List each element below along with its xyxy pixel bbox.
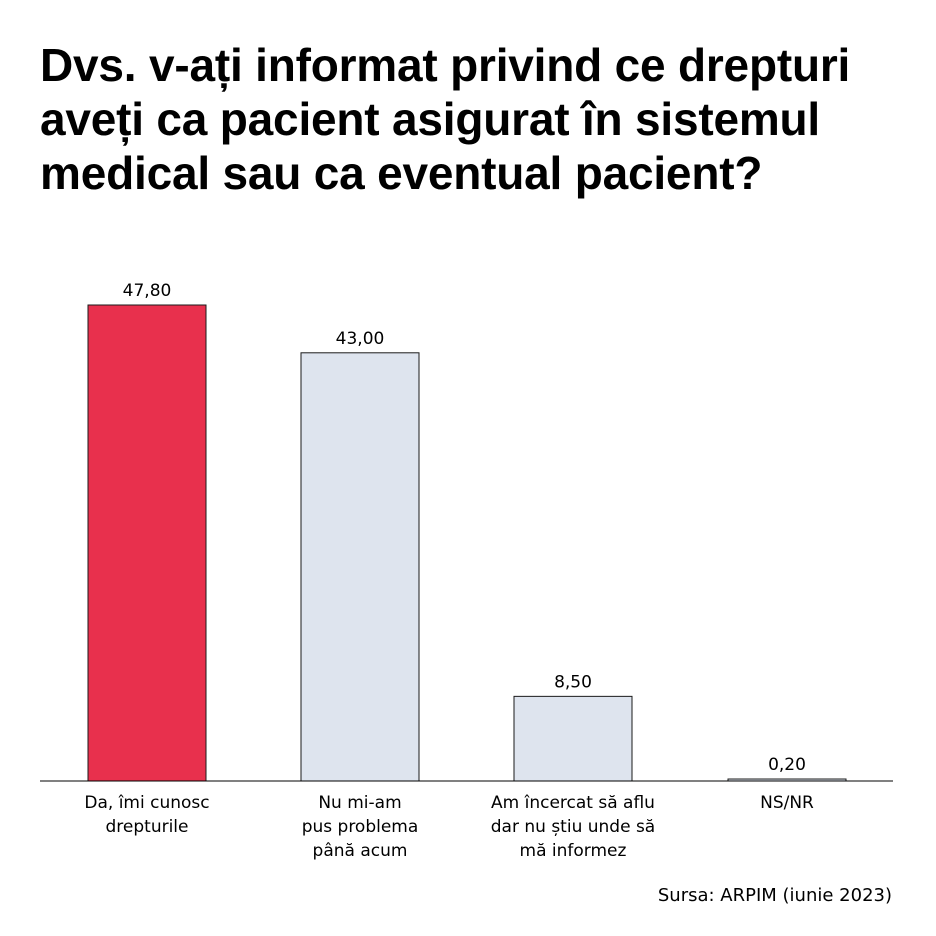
bar <box>300 352 420 782</box>
category-label: Am încercat să aflu <box>491 793 655 813</box>
category-label: Nu mi-am <box>318 793 401 813</box>
category-label: drepturile <box>106 817 189 837</box>
bar <box>513 695 633 782</box>
bar-value-label: 8,50 <box>554 672 592 692</box>
category-label: mă informez <box>520 841 627 861</box>
category-label: pus problema <box>302 817 419 837</box>
category-label: Da, îmi cunosc <box>84 793 209 813</box>
bar-value-label: 47,80 <box>123 281 172 301</box>
chart-title: Dvs. v-ați informat privind ce drepturi … <box>40 39 851 199</box>
bar-value-label: 43,00 <box>336 329 385 349</box>
category-label: dar nu știu unde să <box>491 817 655 837</box>
bar-value-label: 0,20 <box>768 755 806 775</box>
category-label: NS/NR <box>760 793 814 813</box>
source-note: Sursa: ARPIM (iunie 2023) <box>657 885 892 906</box>
bar <box>87 304 207 782</box>
category-label: până acum <box>313 841 408 861</box>
